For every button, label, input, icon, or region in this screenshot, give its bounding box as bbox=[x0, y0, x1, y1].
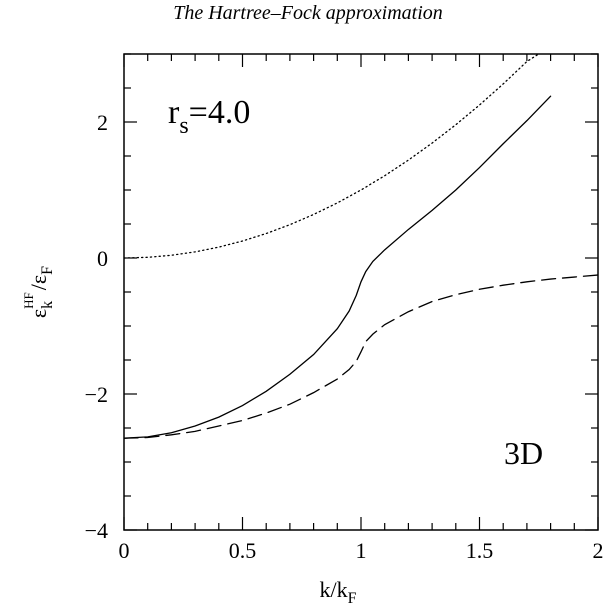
rs-annotation-main: r bbox=[168, 94, 180, 131]
y-tick-label: 0 bbox=[97, 246, 108, 271]
x-axis-label: k/kF bbox=[319, 577, 356, 606]
series-dotted-line bbox=[124, 54, 540, 259]
y-axis-label-eps2-sub: F bbox=[39, 266, 56, 275]
x-tick-label: 1.5 bbox=[466, 538, 494, 563]
rs-annotation: rs=4.0 bbox=[168, 94, 250, 139]
y-axis-label-eps2: ε bbox=[26, 275, 51, 284]
page-title: The Hartree–Fock approximation bbox=[173, 2, 443, 24]
y-axis-label-eps1-sub: k bbox=[39, 301, 56, 309]
x-axis-label-main: k/k bbox=[319, 577, 347, 602]
dim-annotation: 3D bbox=[504, 435, 543, 471]
x-tick-label: 0.5 bbox=[229, 538, 257, 563]
series-dashed-line bbox=[124, 274, 598, 439]
series-solid-line bbox=[124, 95, 552, 439]
y-axis-label-eps1: ε bbox=[26, 309, 51, 318]
y-axis-label: εkHF/εF bbox=[21, 266, 56, 318]
tick-labels-group: 0 0.5 1 1.5 2 −4 −2 0 2 bbox=[85, 110, 604, 563]
x-axis-label-sub: F bbox=[348, 590, 357, 606]
x-tick-label: 0 bbox=[119, 538, 130, 563]
y-tick-label: −2 bbox=[85, 382, 108, 407]
y-tick-label: 2 bbox=[97, 110, 108, 135]
x-tick-label: 2 bbox=[593, 538, 604, 563]
rs-annotation-value: =4.0 bbox=[189, 94, 251, 131]
ticks-group bbox=[123, 53, 599, 531]
curves-group bbox=[124, 54, 598, 439]
y-axis-label-slash: / bbox=[26, 283, 51, 290]
y-axis-label-eps1-sup: HF bbox=[21, 292, 36, 309]
x-tick-label: 1 bbox=[356, 538, 367, 563]
rs-annotation-sub: s bbox=[179, 113, 188, 139]
y-tick-label: −4 bbox=[85, 518, 108, 543]
